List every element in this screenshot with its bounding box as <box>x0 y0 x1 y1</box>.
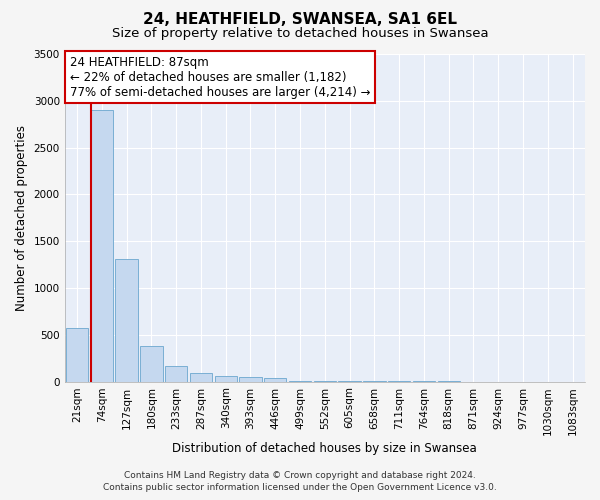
Bar <box>91 110 113 382</box>
Bar <box>264 378 286 382</box>
Bar <box>66 328 88 382</box>
Bar <box>115 259 138 382</box>
Bar <box>215 376 237 382</box>
Text: 24 HEATHFIELD: 87sqm
← 22% of detached houses are smaller (1,182)
77% of semi-de: 24 HEATHFIELD: 87sqm ← 22% of detached h… <box>70 56 370 98</box>
Bar <box>165 366 187 382</box>
Bar <box>190 372 212 382</box>
Text: Contains HM Land Registry data © Crown copyright and database right 2024.
Contai: Contains HM Land Registry data © Crown c… <box>103 471 497 492</box>
Bar <box>140 346 163 382</box>
Text: Size of property relative to detached houses in Swansea: Size of property relative to detached ho… <box>112 28 488 40</box>
Bar <box>239 377 262 382</box>
Y-axis label: Number of detached properties: Number of detached properties <box>15 125 28 311</box>
X-axis label: Distribution of detached houses by size in Swansea: Distribution of detached houses by size … <box>172 442 477 455</box>
Text: 24, HEATHFIELD, SWANSEA, SA1 6EL: 24, HEATHFIELD, SWANSEA, SA1 6EL <box>143 12 457 28</box>
